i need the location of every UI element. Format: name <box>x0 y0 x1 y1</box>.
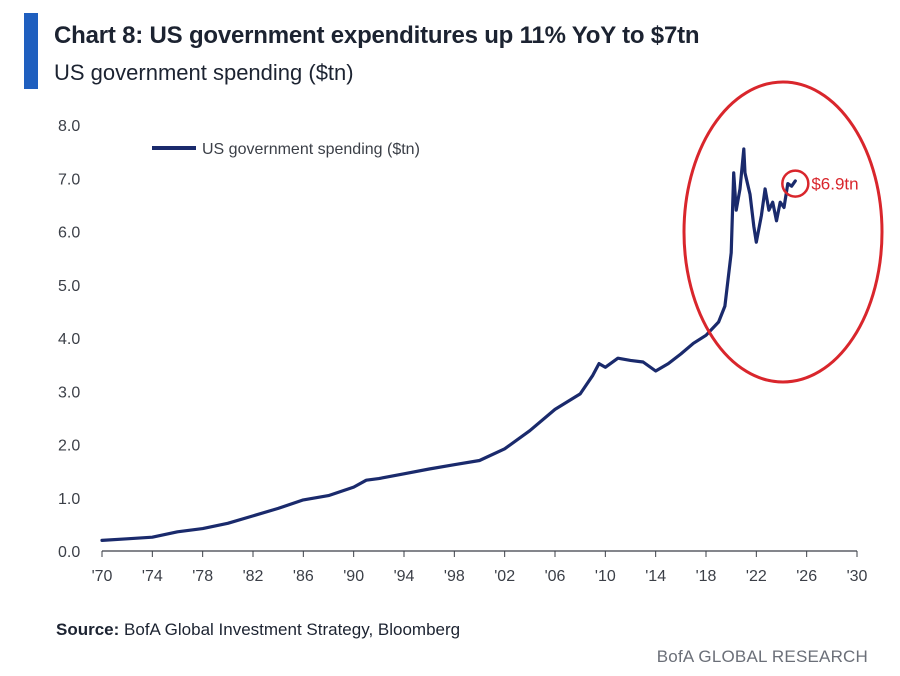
x-tick-label: '06 <box>545 568 566 585</box>
y-axis: 0.0 1.0 2.0 3.0 4.0 5.0 6.0 7.0 8.0 <box>58 118 80 561</box>
y-tick-label: 4.0 <box>58 331 80 348</box>
latest-value-label: $6.9tn <box>811 175 858 194</box>
x-tick-label: '98 <box>444 568 465 585</box>
legend: US government spending ($tn) <box>152 141 420 158</box>
x-tick-label: '90 <box>343 568 364 585</box>
x-tick-label: '02 <box>494 568 515 585</box>
legend-label: US government spending ($tn) <box>202 141 420 158</box>
brand-mark: BofA GLOBAL RESEARCH <box>656 647 868 666</box>
source-text: BofA Global Investment Strategy, Bloombe… <box>124 620 461 639</box>
title-accent-bar <box>24 13 38 89</box>
y-tick-label: 8.0 <box>58 118 80 135</box>
latest-value-circle <box>781 169 810 198</box>
x-tick-label: '74 <box>142 568 163 585</box>
source-note: Source: BofA Global Investment Strategy,… <box>56 620 460 640</box>
highlight-ellipse <box>682 80 884 384</box>
chart-subtitle: US government spending ($tn) <box>54 60 354 85</box>
y-tick-label: 3.0 <box>58 384 80 401</box>
chart-title: Chart 8: US government expenditures up 1… <box>54 22 700 49</box>
x-tick-label: '30 <box>847 568 868 585</box>
x-tick-label: '14 <box>645 568 666 585</box>
y-tick-label: 0.0 <box>58 544 80 561</box>
x-tick-label: '70 <box>92 568 113 585</box>
x-tick-label: '26 <box>796 568 817 585</box>
series-line-us-government-spending <box>100 147 797 542</box>
y-tick-label: 2.0 <box>58 438 80 455</box>
x-tick-label: '22 <box>746 568 767 585</box>
source-label: Source: <box>56 620 120 639</box>
x-tick-label: '86 <box>293 568 314 585</box>
y-tick-label: 6.0 <box>58 225 80 242</box>
y-tick-label: 7.0 <box>58 171 80 188</box>
x-tick-label: '82 <box>243 568 264 585</box>
x-tick-label: '10 <box>595 568 616 585</box>
y-tick-label: 5.0 <box>58 278 80 295</box>
x-tick-label: '94 <box>394 568 415 585</box>
x-tick-label: '78 <box>192 568 213 585</box>
x-axis: '70 '74 '78 '82 '86 '90 '94 '98 '02 '06 '10 '14 '18 '… <box>92 551 868 585</box>
x-tick-label: '18 <box>696 568 717 585</box>
y-tick-label: 1.0 <box>58 491 80 508</box>
